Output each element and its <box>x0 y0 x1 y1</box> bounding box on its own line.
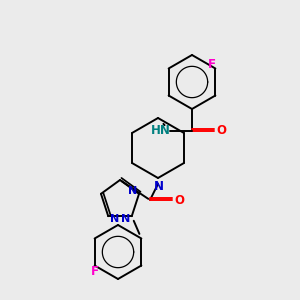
Text: F: F <box>207 58 215 71</box>
Text: N: N <box>121 214 130 224</box>
Text: N: N <box>128 186 138 196</box>
Text: HN: HN <box>151 124 171 136</box>
Text: N: N <box>154 179 164 193</box>
Text: F: F <box>91 265 99 278</box>
Text: N: N <box>110 214 119 224</box>
Text: O: O <box>174 194 184 206</box>
Text: O: O <box>216 124 226 137</box>
